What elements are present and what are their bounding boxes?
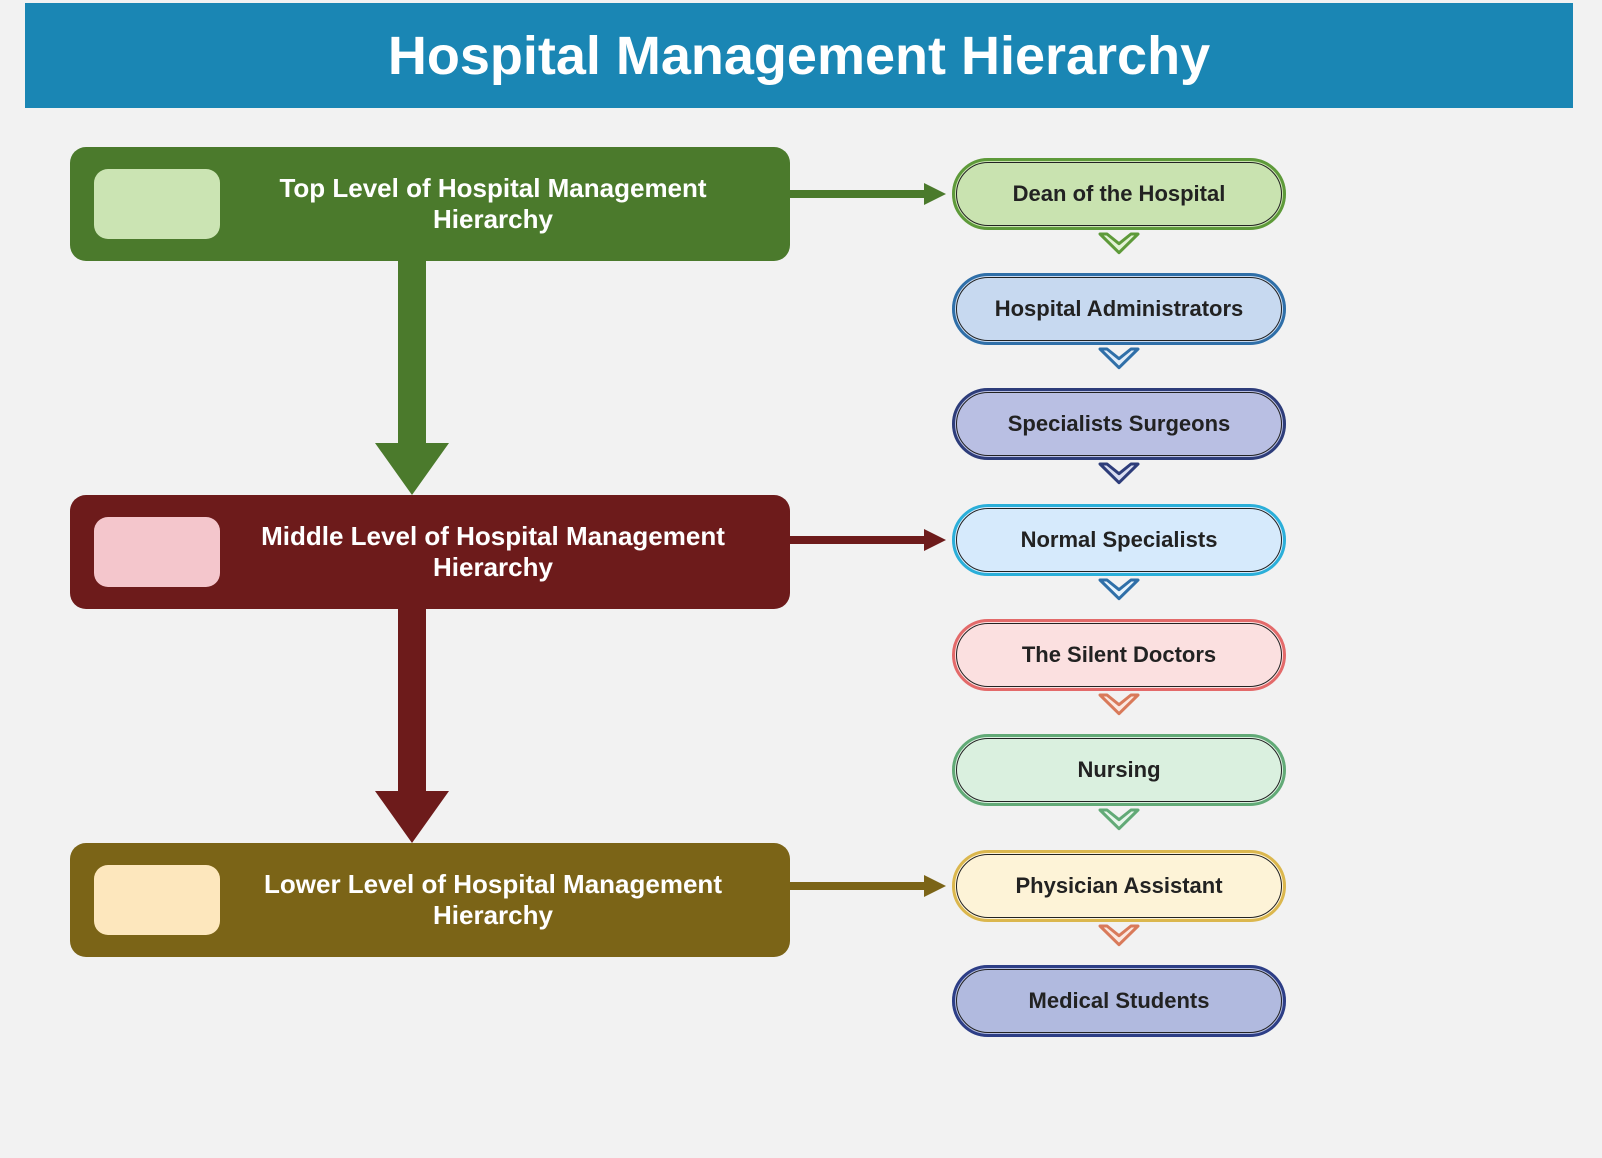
- role-pill-dean: Dean of the Hospital: [952, 158, 1286, 230]
- role-pill-nurse: Nursing: [952, 734, 1286, 806]
- role-label-normal: Normal Specialists: [1021, 527, 1218, 553]
- role-label-nurse: Nursing: [1077, 757, 1160, 783]
- level-box-lower: Lower Level of Hospital Management Hiera…: [70, 843, 790, 957]
- chevron-down-icon-4: [1100, 695, 1138, 714]
- role-label-pa: Physician Assistant: [1015, 873, 1222, 899]
- chevron-down-icon-2: [1100, 464, 1138, 483]
- level-chip-lower: [94, 865, 220, 935]
- role-pill-admins: Hospital Administrators: [952, 273, 1286, 345]
- role-pill-specs: Specialists Surgeons: [952, 388, 1286, 460]
- level-label-top: Top Level of Hospital Management Hierarc…: [220, 173, 766, 235]
- role-pill-silent: The Silent Doctors: [952, 619, 1286, 691]
- level-chip-top: [94, 169, 220, 239]
- level-chip-middle: [94, 517, 220, 587]
- level-box-middle: Middle Level of Hospital Management Hier…: [70, 495, 790, 609]
- level-box-top: Top Level of Hospital Management Hierarc…: [70, 147, 790, 261]
- right-arrow-0: [790, 183, 946, 205]
- role-label-mstu: Medical Students: [1029, 988, 1210, 1014]
- chevron-down-icon-1: [1100, 349, 1138, 368]
- right-arrow-2: [790, 875, 946, 897]
- role-pill-mstu: Medical Students: [952, 965, 1286, 1037]
- level-label-lower: Lower Level of Hospital Management Hiera…: [220, 869, 766, 931]
- role-pill-pa: Physician Assistant: [952, 850, 1286, 922]
- role-pill-normal: Normal Specialists: [952, 504, 1286, 576]
- role-label-dean: Dean of the Hospital: [1013, 181, 1226, 207]
- role-label-silent: The Silent Doctors: [1022, 642, 1216, 668]
- chevron-down-icon-6: [1100, 926, 1138, 945]
- page-title-bar: Hospital Management Hierarchy: [25, 3, 1573, 108]
- chevron-down-icon-5: [1100, 810, 1138, 829]
- page-title: Hospital Management Hierarchy: [388, 25, 1210, 87]
- chevron-down-icon-0: [1100, 234, 1138, 253]
- down-arrow-top: [375, 261, 449, 495]
- right-arrow-1: [790, 529, 946, 551]
- down-arrow-middle: [375, 609, 449, 843]
- role-label-specs: Specialists Surgeons: [1008, 411, 1231, 437]
- level-label-middle: Middle Level of Hospital Management Hier…: [220, 521, 766, 583]
- chevron-down-icon-3: [1100, 580, 1138, 599]
- role-label-admins: Hospital Administrators: [995, 296, 1244, 322]
